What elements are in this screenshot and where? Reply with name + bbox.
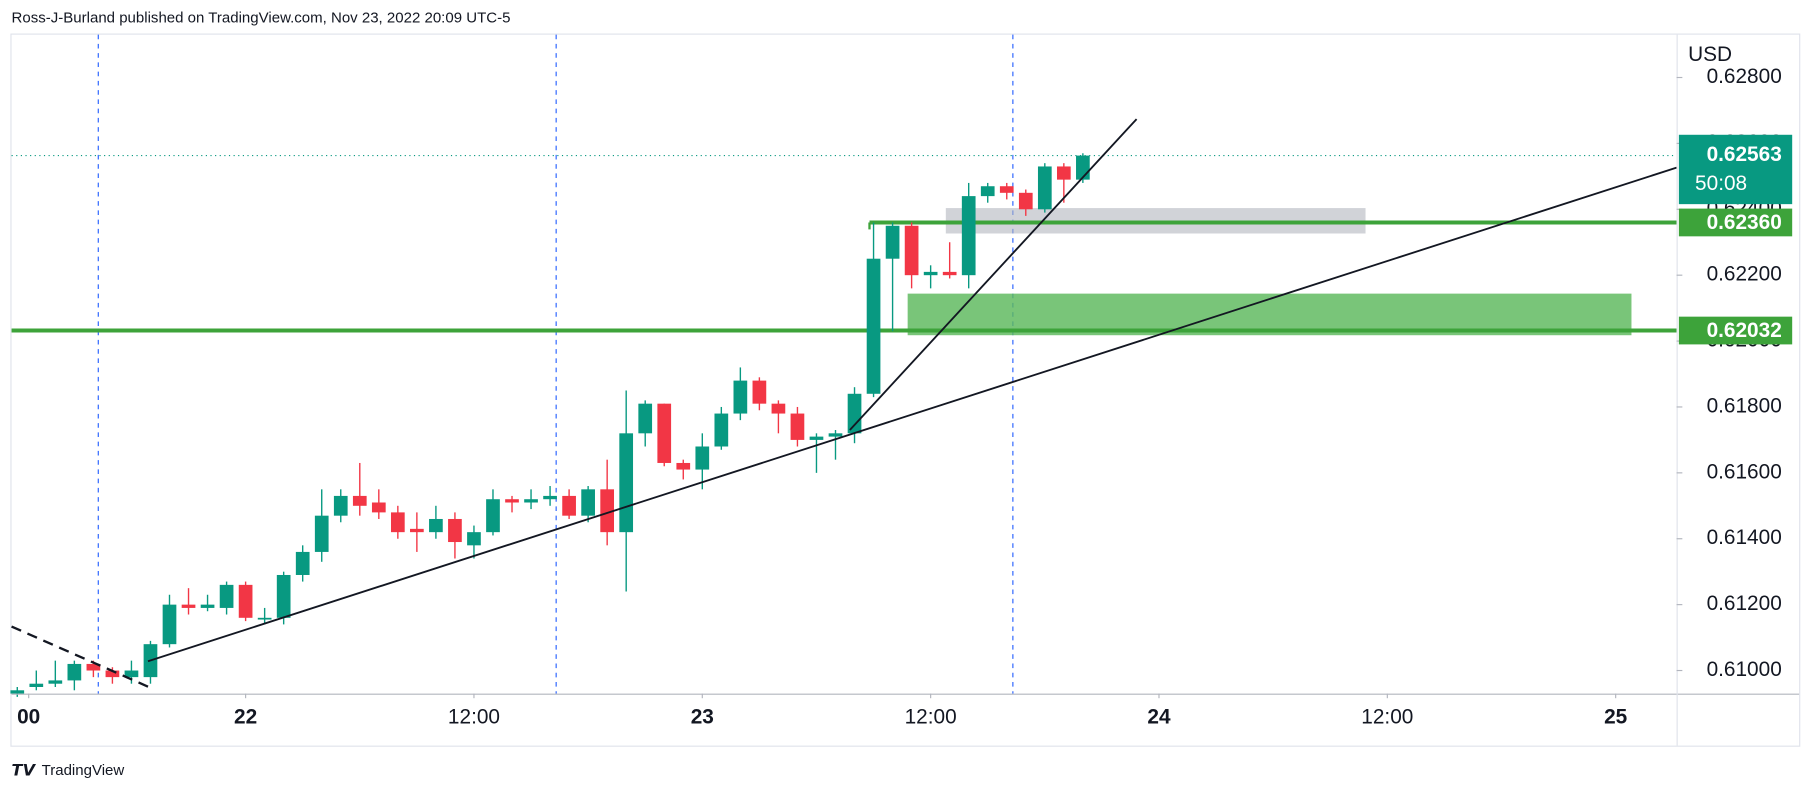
last-price-badge	[1678, 134, 1793, 205]
y-tick-label: 0.61400	[1707, 526, 1782, 549]
candle-body	[67, 663, 82, 681]
candle-body	[352, 495, 367, 506]
axis-layer: 0.61000 0.61200 0.61400 0.61600 0.61800 0.620…	[17, 65, 1793, 728]
level-label: 0.62360	[1707, 211, 1782, 234]
drawings-layer	[11, 118, 1677, 688]
candle-body	[790, 413, 805, 440]
candle-body	[257, 617, 272, 620]
candle-body	[885, 225, 900, 259]
candle-body	[676, 462, 691, 470]
y-tick-label: 0.61000	[1707, 658, 1782, 681]
candle-body	[200, 604, 215, 608]
candle-body	[276, 574, 291, 618]
candle-body	[904, 225, 919, 276]
candle-body	[847, 393, 862, 434]
candle-body	[695, 446, 710, 470]
candle-body	[524, 499, 538, 503]
demand-zone	[907, 293, 1632, 336]
candle-body	[105, 670, 120, 678]
x-tick-label: 12:00	[905, 705, 957, 728]
candle-body	[543, 495, 557, 500]
candle-body	[124, 670, 139, 678]
candle-body	[505, 499, 519, 503]
candle-body	[866, 258, 881, 394]
levels-layer	[11, 155, 1677, 333]
candle-body	[1056, 166, 1071, 180]
candle-body	[295, 551, 310, 575]
y-axis-title: USD	[1688, 43, 1732, 66]
candles-layer	[10, 153, 1090, 697]
candle-body	[371, 502, 386, 513]
candle-body	[429, 518, 443, 533]
candle-body	[410, 528, 424, 533]
header: Ross-J-Burland published on TradingView.…	[12, 9, 511, 26]
candle-body	[86, 663, 101, 671]
level-badge	[1678, 316, 1793, 345]
x-tick-label: 24	[1147, 705, 1171, 728]
countdown-label: 50:08	[1695, 172, 1747, 195]
candle-body	[314, 515, 329, 552]
candle-body	[181, 604, 196, 608]
candle-body	[29, 683, 44, 687]
y-tick-label: 0.61600	[1707, 460, 1782, 483]
candle-body	[238, 584, 253, 618]
candle-body	[657, 403, 672, 463]
candle-body	[733, 380, 748, 414]
candle-body	[619, 433, 634, 533]
candle-body	[162, 604, 177, 645]
candle-body	[809, 436, 824, 440]
candle-body	[467, 532, 481, 546]
candle-body	[333, 495, 348, 516]
candle-body	[923, 271, 938, 276]
candle-body	[581, 489, 595, 516]
candle-body	[828, 433, 843, 437]
footer: TradingView	[42, 762, 125, 779]
candle-body	[486, 499, 500, 533]
chart-frame	[10, 33, 1801, 747]
x-tick-label: 12:00	[1361, 705, 1413, 728]
y-tick-label: 0.61800	[1707, 394, 1782, 417]
x-tick-label: 23	[691, 705, 714, 728]
candle-body	[48, 680, 63, 684]
candle-body	[1037, 166, 1052, 210]
logo-mark: 𝙏𝙑	[12, 761, 37, 779]
background-layer	[97, 34, 1632, 694]
candle-body	[999, 186, 1014, 193]
level-badge	[1678, 208, 1793, 237]
trendline	[849, 118, 1138, 431]
candle-body	[714, 413, 729, 447]
candle-body	[752, 380, 767, 404]
candle-body	[390, 512, 405, 533]
candle-body	[1018, 192, 1033, 210]
candle-body	[448, 518, 462, 543]
candle-body	[562, 495, 576, 516]
level-label: 0.62032	[1707, 319, 1782, 342]
candle-body	[10, 690, 25, 694]
x-tick-label: 25	[1604, 705, 1627, 728]
candle-body	[638, 403, 653, 434]
candle-body	[219, 584, 234, 608]
trendline	[147, 166, 1677, 663]
x-tick-label: 12:00	[448, 705, 500, 728]
last-price-label: 0.62563	[1707, 143, 1782, 166]
x-tick-label: 22	[234, 705, 257, 728]
footer-logo: 𝙏𝙑	[12, 761, 37, 779]
y-tick-label: 0.61200	[1707, 592, 1782, 615]
x-tick-label: 00	[17, 705, 40, 728]
dashed-trendline	[11, 625, 149, 688]
candle-body	[980, 186, 995, 197]
candle-body	[961, 196, 976, 276]
y-tick-label: 0.62200	[1707, 263, 1782, 286]
candle-body	[942, 271, 957, 276]
candle-body	[600, 489, 615, 533]
y-tick-label: 0.62800	[1707, 65, 1782, 88]
candle-body	[771, 403, 786, 414]
